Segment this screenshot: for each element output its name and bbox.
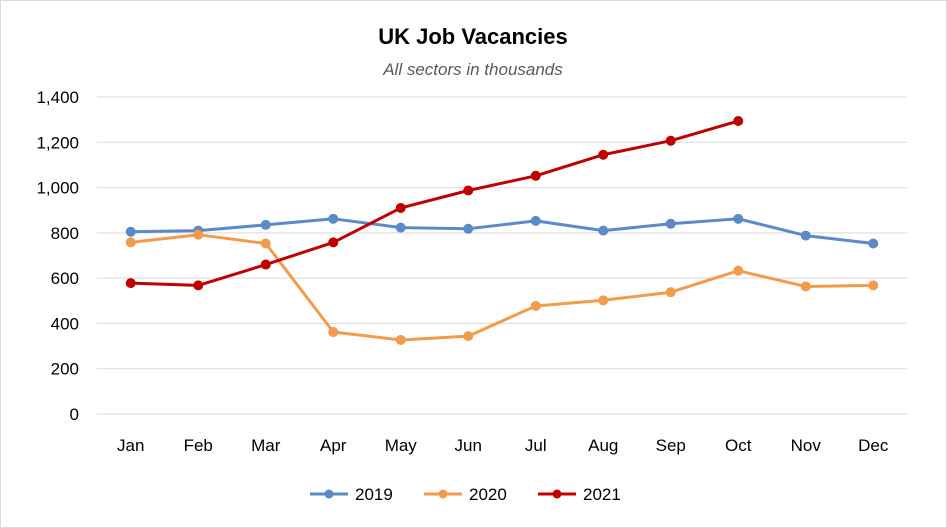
chart-subtitle: All sectors in thousands (382, 60, 563, 79)
data-point (260, 238, 271, 249)
data-point (598, 149, 609, 160)
legend-marker (552, 489, 562, 499)
x-tick-label: Dec (858, 436, 889, 455)
data-point (665, 135, 676, 146)
data-point (328, 327, 339, 338)
gridlines (97, 96, 907, 415)
data-point (395, 202, 406, 213)
data-point (868, 280, 879, 291)
data-point (733, 116, 744, 127)
series-line (129, 217, 875, 245)
x-tick-label: Nov (791, 436, 822, 455)
data-point (800, 230, 811, 241)
y-axis-tick-labels: 0 200 400 600 800 1,000 1,200 1,400 (36, 88, 79, 424)
y-tick-label: 400 (51, 314, 79, 333)
legend-item: 2020 (424, 485, 507, 504)
y-tick-label: 1,200 (36, 133, 79, 152)
y-tick-label: 1,000 (36, 179, 79, 198)
data-point (260, 219, 271, 230)
data-point (125, 278, 136, 289)
data-point (463, 185, 474, 196)
y-tick-label: 600 (51, 269, 79, 288)
data-point (463, 331, 474, 342)
data-point (665, 287, 676, 298)
x-axis-tick-labels: Jan Feb Mar Apr May Jun Jul Aug Sep Oct Nov Dec (117, 436, 889, 455)
data-point (395, 222, 406, 233)
data-point (328, 213, 339, 224)
x-tick-label: Mar (251, 436, 281, 455)
data-point (868, 238, 879, 249)
legend-label: 2020 (469, 485, 507, 504)
data-point (665, 218, 676, 229)
series-lines (125, 116, 879, 345)
x-tick-label: May (385, 436, 418, 455)
data-point (395, 334, 406, 345)
data-point (193, 280, 204, 291)
legend-item: 2019 (310, 485, 393, 504)
data-point (598, 295, 609, 306)
data-point (530, 170, 541, 181)
series-2021 (125, 116, 744, 291)
data-point (125, 226, 136, 237)
x-tick-label: Oct (725, 436, 752, 455)
data-point (463, 223, 474, 234)
legend-item: 2021 (538, 485, 621, 504)
data-point (800, 281, 811, 292)
legend-marker (438, 489, 448, 499)
data-point (530, 215, 541, 226)
y-tick-label: 0 (70, 405, 79, 424)
series-2019 (125, 213, 879, 249)
y-tick-label: 200 (51, 360, 79, 379)
x-tick-label: Jan (117, 436, 144, 455)
series-2020 (125, 229, 879, 345)
legend: 2019 2020 2021 (310, 485, 621, 504)
data-point (125, 237, 136, 248)
x-tick-label: Sep (656, 436, 686, 455)
data-point (530, 300, 541, 311)
series-line (129, 119, 740, 287)
series-line (129, 233, 875, 342)
chart-title: UK Job Vacancies (378, 24, 568, 49)
y-tick-label: 800 (51, 224, 79, 243)
x-tick-label: Jun (455, 436, 482, 455)
data-point (260, 259, 271, 270)
data-point (733, 265, 744, 276)
x-tick-label: Feb (184, 436, 213, 455)
data-point (328, 237, 339, 248)
data-point (733, 213, 744, 224)
x-tick-label: Aug (588, 436, 618, 455)
data-point (598, 225, 609, 236)
data-point (193, 229, 204, 240)
legend-label: 2021 (583, 485, 621, 504)
legend-marker (324, 489, 334, 499)
y-tick-label: 1,400 (36, 88, 79, 107)
x-tick-label: Apr (320, 436, 347, 455)
legend-label: 2019 (355, 485, 393, 504)
x-tick-label: Jul (525, 436, 547, 455)
